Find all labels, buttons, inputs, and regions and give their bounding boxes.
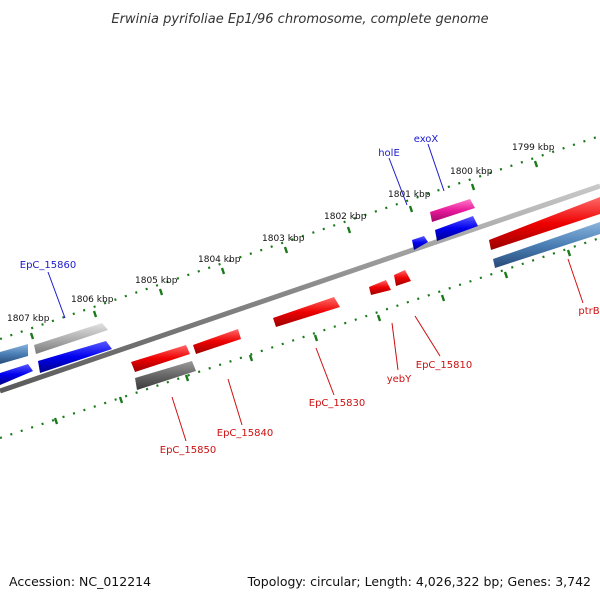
connector-ptrb <box>567 258 584 304</box>
gene-arrow-blue-hole[interactable] <box>412 236 428 250</box>
scale-label: 1801 kbp <box>388 190 431 200</box>
major-tick <box>503 271 509 279</box>
gene-arrow-gray-epc15860[interactable] <box>34 323 108 354</box>
gene-label-epc15850[interactable]: EpC_15850 <box>160 445 216 456</box>
label-connectors <box>47 143 584 442</box>
gene-arrow-red-epc15810[interactable] <box>394 270 411 286</box>
connector-epc15860 <box>47 271 66 319</box>
major-tick <box>184 374 190 382</box>
outer-major-ticks <box>29 160 539 340</box>
chromosome-backbone <box>0 183 600 394</box>
gene-label-epc15840[interactable]: EpC_15840 <box>217 428 273 439</box>
gene-arrow-red-epc15850[interactable] <box>131 345 190 372</box>
gene-label-epc15860[interactable]: EpC_15860 <box>20 260 76 271</box>
major-tick <box>470 183 476 191</box>
connector-epc15810 <box>414 315 441 357</box>
scale-label: 1805 kbp <box>135 276 178 286</box>
inner-scale-arc <box>0 236 600 440</box>
forward-genes <box>0 197 600 364</box>
connector-hole <box>388 157 408 206</box>
scale-labels: 1799 kbp 1800 kbp 1801 kbp 1802 kbp 1803… <box>7 143 555 324</box>
gene-labels: exoX holE EpC_15860 ptrB EpC_15810 yebY … <box>20 134 600 456</box>
gene-label-hole[interactable]: holE <box>378 148 400 159</box>
second-row-genes <box>0 216 600 385</box>
connector-yeby <box>391 322 399 371</box>
major-tick <box>92 310 98 318</box>
major-tick <box>53 417 59 425</box>
scale-label: 1807 kbp <box>7 314 50 324</box>
scale-label: 1799 kbp <box>512 143 555 153</box>
major-tick <box>220 267 226 275</box>
gene-arrow-magenta-exox[interactable] <box>430 199 475 222</box>
accession-text: Accession: NC_012214 <box>9 574 151 589</box>
gene-arrow-steel-left[interactable] <box>0 344 28 364</box>
scale-label: 1802 kbp <box>324 212 367 222</box>
major-tick <box>533 160 539 168</box>
gene-arrow-blue-exox[interactable] <box>435 216 478 241</box>
major-tick <box>566 249 572 257</box>
connector-epc15830 <box>315 347 335 396</box>
major-tick <box>346 226 352 234</box>
gene-arrow-red-epc15840[interactable] <box>193 329 241 354</box>
gene-label-yeby[interactable]: yebY <box>387 374 412 385</box>
gene-arrow-steel-ptrb[interactable] <box>493 222 600 268</box>
scale-label: 1806 kbp <box>71 295 114 305</box>
gene-arrow-darkgray-epc15850[interactable] <box>135 361 196 390</box>
gene-arrow-red-epc15830[interactable] <box>273 297 340 327</box>
map-title: Erwinia pyrifoliae Ep1/96 chromosome, co… <box>111 12 488 27</box>
gene-label-ptrb[interactable]: ptrB <box>578 306 599 317</box>
scale-label: 1804 kbp <box>198 255 241 265</box>
major-tick <box>283 246 289 254</box>
major-tick <box>29 332 35 340</box>
connector-epc15840 <box>227 378 243 426</box>
gene-arrow-blue-epc15860[interactable] <box>38 341 112 373</box>
gene-label-epc15830[interactable]: EpC_15830 <box>309 398 365 409</box>
gene-arrow-red-yeby[interactable] <box>369 280 391 295</box>
gene-arrow-blue-left[interactable] <box>0 364 33 385</box>
connector-exox <box>427 143 445 192</box>
scale-label: 1803 kbp <box>262 234 305 244</box>
genome-summary-text: Topology: circular; Length: 4,026,322 bp… <box>247 574 591 589</box>
gene-label-exox[interactable]: exoX <box>414 134 439 145</box>
major-tick <box>248 354 254 362</box>
major-tick <box>118 396 124 404</box>
connector-epc15850 <box>171 396 187 442</box>
gene-arrow-red-ptrb[interactable] <box>489 197 600 250</box>
major-tick <box>440 294 446 302</box>
major-tick <box>376 314 382 322</box>
major-tick <box>313 334 319 342</box>
major-tick <box>158 288 164 296</box>
major-tick <box>408 205 414 213</box>
gene-label-epc15810[interactable]: EpC_15810 <box>416 360 472 371</box>
inner-major-ticks <box>53 249 572 425</box>
reverse-genes <box>131 270 411 390</box>
scale-label: 1800 kbp <box>450 167 493 177</box>
